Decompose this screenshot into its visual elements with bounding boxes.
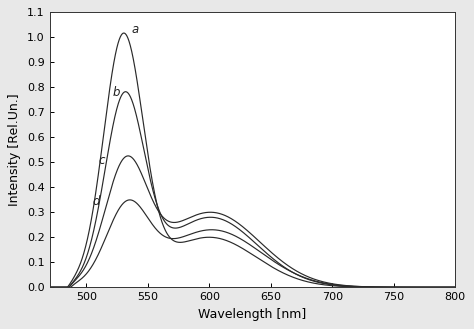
Y-axis label: Intensity [Rel.Un.]: Intensity [Rel.Un.] bbox=[9, 93, 21, 206]
X-axis label: Wavelength [nm]: Wavelength [nm] bbox=[198, 308, 306, 321]
Text: a: a bbox=[132, 23, 139, 36]
Text: c: c bbox=[99, 154, 105, 167]
Text: b: b bbox=[112, 86, 119, 99]
Text: d: d bbox=[92, 195, 100, 208]
